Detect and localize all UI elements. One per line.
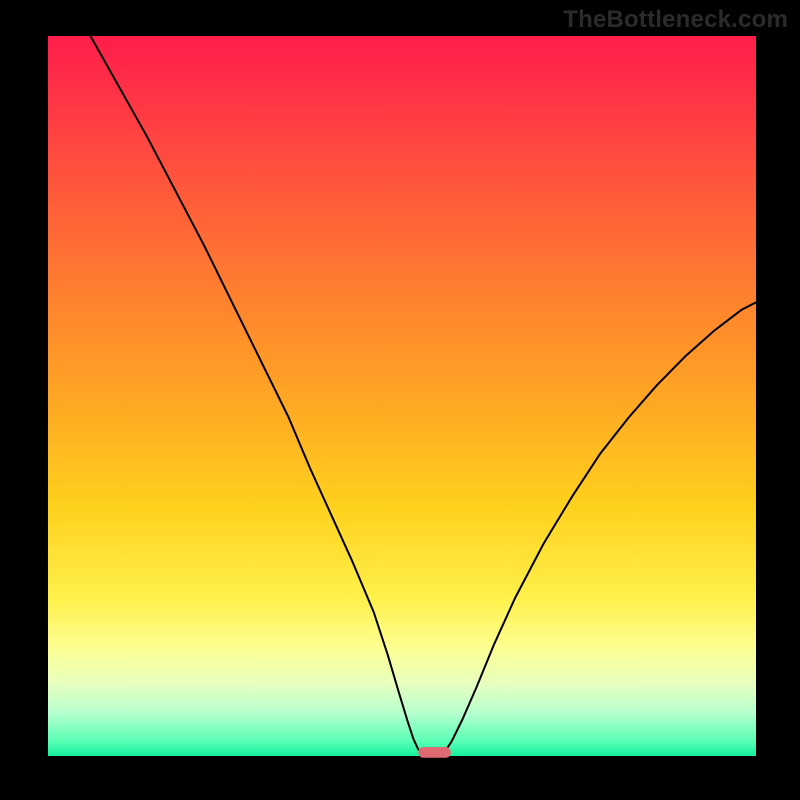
optimal-marker [418, 747, 451, 758]
bottleneck-chart [0, 0, 800, 800]
chart-gradient-background [48, 36, 756, 756]
watermark-text: TheBottleneck.com [563, 6, 788, 34]
